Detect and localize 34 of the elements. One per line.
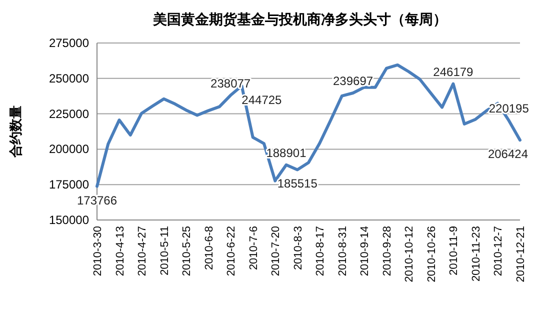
x-tick-label: 2010-9-28: [381, 226, 394, 276]
y-axis-title: 合约数量: [8, 106, 23, 158]
x-tick-label: 2010-11-23: [470, 226, 482, 282]
x-tick-label: 2010-7-6: [248, 226, 260, 270]
y-tick-label: 250000: [48, 71, 90, 86]
x-tick-label: 2010-10-12: [404, 226, 416, 282]
x-tick-label: 2010-8-17: [314, 226, 327, 276]
data-label: 206424: [488, 147, 528, 162]
x-tick-label: 2010-4-13: [114, 226, 126, 276]
x-tick-label: 2010-7-20: [270, 226, 282, 276]
x-tick-label: 2010-9-14: [359, 226, 372, 276]
y-tick-label: 175000: [48, 178, 90, 192]
y-tick-label: 225000: [48, 106, 90, 121]
data-label: 173766: [76, 193, 118, 208]
data-label: 185515: [277, 176, 318, 191]
x-tick-label: 2010-12-21: [515, 226, 527, 282]
y-tick-label: 200000: [48, 142, 90, 156]
y-tick-label: 150000: [48, 213, 90, 227]
x-tick-label: 2010-11-9: [448, 226, 460, 276]
data-label: 246179: [433, 64, 474, 79]
x-tick-label: 2010-12-7: [492, 226, 505, 276]
x-tick-label: 2010-6-8: [203, 226, 216, 270]
x-tick-label: 2010-4-27: [136, 226, 149, 276]
x-tick-label: 2010-5-25: [181, 226, 194, 276]
x-tick-label: 2010-5-11: [158, 226, 171, 276]
y-tick-label: 275000: [48, 36, 90, 50]
x-tick-label: 2010-8-3: [292, 226, 304, 270]
x-tick-label: 2010-10-26: [426, 226, 438, 282]
x-tick-label: 2010-6-22: [226, 226, 238, 276]
data-label: 238077: [210, 76, 251, 90]
x-tick-label: 2010-8-31: [336, 226, 349, 276]
data-label: 239697: [333, 74, 374, 88]
chart-title: 美国黄金期货基金与投机商净多头头寸（每周）: [152, 11, 447, 28]
x-tick-label: 2010-3-30: [92, 226, 104, 276]
